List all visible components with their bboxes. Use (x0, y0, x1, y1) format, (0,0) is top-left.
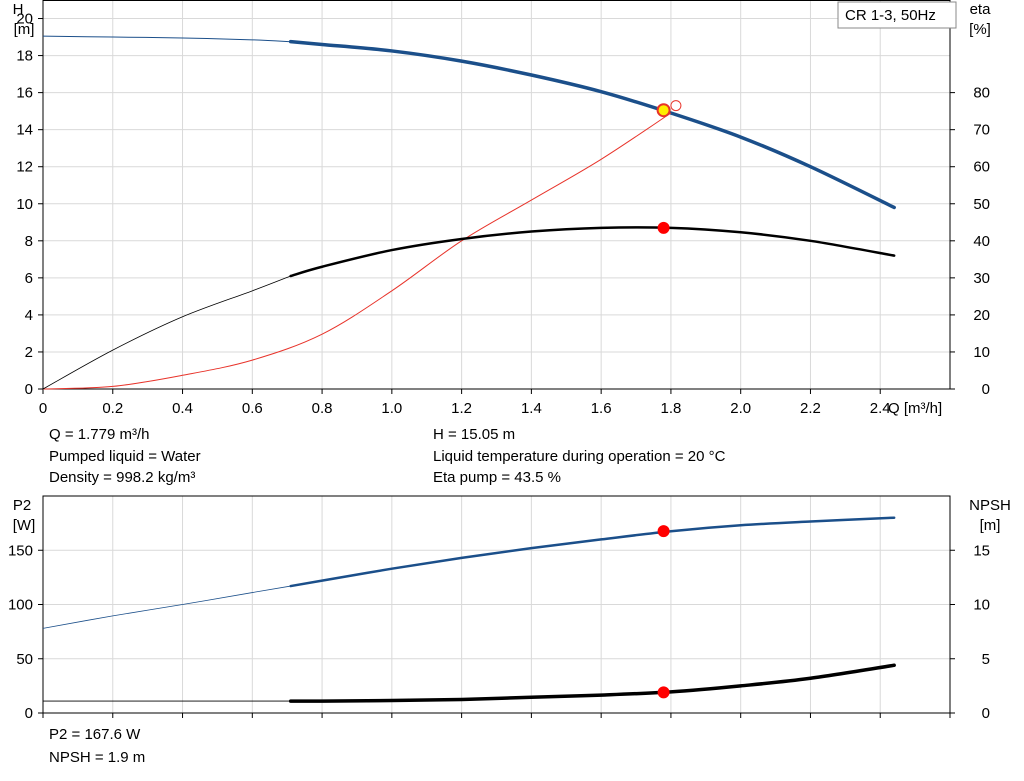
x-tick-label: 0.6 (242, 400, 263, 417)
eta-pump-curve-thin (42, 275, 291, 390)
y-tick-label: 4 (25, 307, 33, 324)
y-tick-label: 10 (16, 196, 33, 213)
p2-curve (289, 516, 896, 588)
y-tick-label: 0 (25, 381, 33, 398)
x-tick-label: 1.8 (660, 400, 681, 417)
x-tick-label: 2.0 (730, 400, 751, 417)
x-tick-label: 1.6 (591, 400, 612, 417)
p2-tick-label: 50 (16, 651, 33, 668)
npsh-curve (288, 663, 896, 703)
y-tick-label: 18 (16, 48, 33, 65)
y-tick-label: 6 (25, 270, 33, 287)
p2-axis-unit: [W] (13, 517, 36, 534)
y2-tick-label: 80 (973, 85, 990, 102)
p2-operating-point (657, 525, 670, 538)
head-operating-point (656, 103, 671, 118)
info-text: Liquid temperature during operation = 20… (433, 448, 726, 465)
eta-pump-curve (289, 226, 896, 278)
x-tick-label: 2.2 (800, 400, 821, 417)
npsh-tick-label: 10 (973, 597, 990, 614)
info-text: Pumped liquid = Water (49, 448, 201, 465)
y-tick-label: 12 (16, 159, 33, 176)
info-text: H = 15.05 m (433, 426, 515, 443)
eta-end-marker (670, 100, 682, 112)
chart-title: CR 1-3, 50Hz (845, 7, 936, 24)
head-curve (288, 39, 896, 210)
y-axis-label: H (13, 1, 24, 18)
npsh-axis-unit: [m] (980, 517, 1001, 534)
y2-tick-label: 70 (973, 122, 990, 139)
x-tick-label: 1.0 (381, 400, 402, 417)
y2-tick-label: 20 (973, 307, 990, 324)
y-tick-label: 16 (16, 85, 33, 102)
x-tick-label: 1.2 (451, 400, 472, 417)
npsh-axis-label: NPSH (969, 497, 1011, 514)
npsh-tick-label: 5 (982, 651, 990, 668)
y2-tick-label: 50 (973, 196, 990, 213)
y-tick-label: 8 (25, 233, 33, 250)
npsh-tick-label: 0 (982, 705, 990, 722)
y2-tick-label: 60 (973, 159, 990, 176)
head-curve-thin (42, 35, 291, 43)
x-tick-label: 1.4 (521, 400, 542, 417)
y2-tick-label: 40 (973, 233, 990, 250)
npsh-operating-point (657, 686, 670, 699)
p2-curve-thin (42, 585, 291, 629)
top-plot-frame (42, 0, 951, 390)
info-text: Density = 998.2 kg/m³ (49, 469, 195, 486)
p2-tick-label: 0 (25, 705, 33, 722)
y2-axis-unit: [%] (969, 21, 991, 38)
npsh-tick-label: 15 (973, 542, 990, 559)
eta-operating-point (657, 221, 670, 234)
x-tick-label: 0.8 (312, 400, 333, 417)
x-tick-label: 2.4 (870, 400, 891, 417)
info-text: Q = 1.779 m³/h (49, 426, 149, 443)
title-box (837, 1, 957, 29)
y-axis-unit: [m] (14, 21, 35, 38)
x-tick-label: 0.2 (102, 400, 123, 417)
y-tick-label: 2 (25, 344, 33, 361)
y2-tick-label: 10 (973, 344, 990, 361)
x-tick-label: 0 (39, 400, 47, 417)
p2-tick-label: 100 (8, 597, 33, 614)
p2-axis-label: P2 (13, 497, 31, 514)
info-text: P2 = 167.6 W (49, 726, 141, 743)
x-axis-label: Q [m³/h] (888, 400, 942, 417)
eta-red-curve (42, 112, 672, 390)
y2-axis-label: eta (970, 1, 992, 18)
info-text: Eta pump = 43.5 % (433, 469, 561, 486)
x-tick-label: 0.4 (172, 400, 193, 417)
y2-tick-label: 0 (982, 381, 990, 398)
p2-tick-label: 150 (8, 542, 33, 559)
info-text: NPSH = 1.9 m (49, 749, 145, 766)
y-tick-label: 20 (16, 11, 33, 28)
y-tick-label: 14 (16, 122, 33, 139)
y2-tick-label: 30 (973, 270, 990, 287)
